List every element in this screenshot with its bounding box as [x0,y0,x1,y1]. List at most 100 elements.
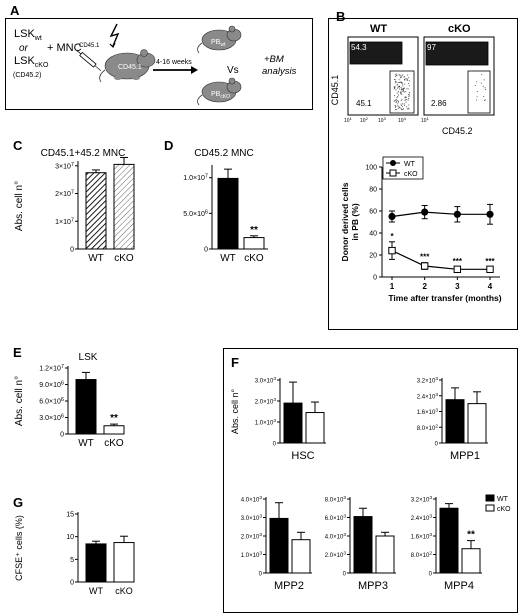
event-dot [397,105,399,107]
point-cko [453,265,462,273]
y-tick-label: 2×107 [55,190,74,199]
event-dot [395,81,397,83]
event-dot [476,81,478,83]
x-tick-label: 2 [422,282,427,291]
series-line-wt [391,211,490,218]
y-tick-label: 8.0×103 [325,495,347,504]
y-tick-label: 3.0×103 [241,514,263,523]
panel-e-label: E [13,345,22,360]
y-axis-label-line1: Donor derived cells [340,182,350,261]
event-dot [484,88,486,90]
analysis-label-2: analysis [262,66,297,77]
event-dot [406,78,408,80]
y-tick-label: 40 [369,231,377,238]
bar-cko [291,539,311,574]
pb-wt-label: PBwt [211,39,226,48]
y-tick-label: 0 [429,572,433,578]
panel-c-label: C [13,138,23,153]
event-dot [396,73,398,75]
or-text: or [19,43,29,54]
event-dot [404,83,406,85]
donor-wt-label: LSKwt [14,28,42,42]
y-tick-label: 2.4×103 [417,392,439,401]
bar-cko [375,535,395,574]
x-category-label: WT [78,438,94,449]
panel-b-frame [328,18,518,330]
event-dot [403,76,405,78]
event-dot [397,101,399,103]
event-dot [402,109,404,111]
flow-tick-2: 102 [360,116,369,124]
y-tick-label: 0 [435,442,439,448]
event-dot [403,87,405,89]
legend-marker-wt [390,160,396,166]
legend-box [382,156,424,180]
event-dot [394,88,396,90]
event-dot [408,95,410,97]
recipient-label: CD45.1 [118,64,142,71]
chart-c: 0 1×107 2×107 3×107 WT cKO CD45.1+45.2 MNC Abs.… [14,148,135,264]
panel-g-label: G [13,495,24,510]
y-tick-label: 2.0×103 [255,397,277,406]
chart-d: 0 5.0×106 1.0×107 WT cKO ** CD45.2 MNC [183,148,268,264]
bar-cko [113,163,135,250]
pct-wt-bottom: 45.1 [356,99,372,108]
legend-label-cko: cKO [404,171,418,178]
y-tick-label: 8.0×102 [411,551,433,560]
event-dot [401,89,403,91]
bar-wt [217,177,239,250]
point-cko [388,246,396,255]
x-axis-label: Time after transfer (months) [388,293,501,303]
bar-cko [467,403,487,444]
x-tick-label: 3 [455,282,460,291]
panel-b-flow: WT cKO 54.3 45.1 97 2.86 CD45.1 CD45.2 1… [330,23,495,136]
series-line-cko [391,250,490,270]
legend-swatch-cko [485,504,495,512]
event-dot [407,83,409,85]
event-dot [481,74,483,76]
event-dot [397,82,399,84]
panel-a-frame [5,18,313,110]
event-dot [406,88,408,90]
event-dot [409,93,411,95]
panel-f-label: F [231,355,239,370]
significance-label: ** [467,530,475,541]
chart-f-mpp3: 0 2.0×103 4.0×103 6.0×103 8.0×103 MPP3 [325,495,396,592]
event-dot [399,91,401,93]
event-dot [403,87,405,89]
chart-title: CD45.2 MNC [194,148,253,159]
y-tick-label: 3.2×103 [417,376,439,385]
analysis-label-1: +BM [264,54,284,65]
bar-wt [283,402,303,444]
event-dot [484,99,486,101]
bar-cko [305,412,325,444]
y-tick-label: 8.0×102 [417,423,439,432]
panel-b-label: B [336,9,346,24]
event-dot [484,99,486,101]
event-dot [402,106,404,108]
plus-mnc-label: + MNC [47,42,82,54]
flow-plot-cko: 97 2.86 [423,36,495,116]
chart-title: MPP4 [444,580,474,592]
x-category-label: cKO [114,253,134,264]
y-axis-label: CFSE⁺ cells (%) [14,515,24,581]
chart-f-mpp2: 0 1.0×103 2.0×103 3.0×103 4.0×103 MPP2 [241,495,312,592]
chart-f-mpp1: 0 8.0×102 1.6×103 2.4×103 3.2×103 MPP1 [417,376,488,462]
event-dot [396,84,398,86]
y-tick-label: 1×107 [55,217,74,226]
mouse-wt-icon [197,25,242,54]
event-dot [393,100,395,102]
bar-cko [103,425,125,435]
event-dot [405,78,407,80]
event-dot [406,98,408,100]
bar-wt [269,517,289,574]
chart-b-line: 0 20 40 60 80 100 1 2 3 4 Time after transfer (mon… [340,156,502,303]
event-dot [397,91,399,93]
x-category-label: cKO [115,586,133,596]
y-tick-label: 20 [369,253,377,260]
flow-plot-wt: 54.3 45.1 [347,36,419,116]
gate-cko-bottom [467,70,491,114]
point-cko [486,265,494,273]
flow-tick-4: 104 [398,116,407,124]
chart-title: MPP3 [358,580,388,592]
